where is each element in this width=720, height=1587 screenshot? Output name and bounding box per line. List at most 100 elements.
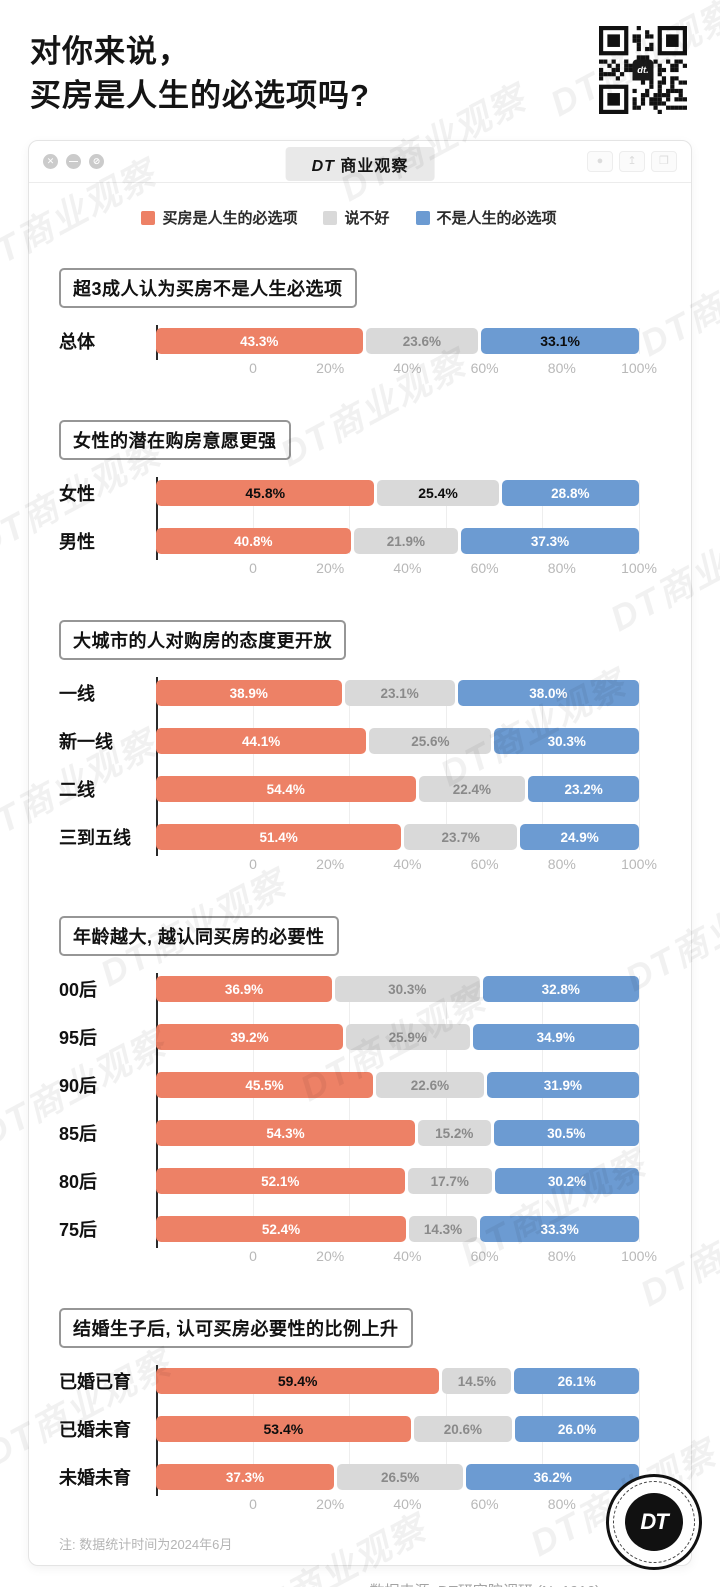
copy-icon[interactable]: ❐ xyxy=(651,151,677,173)
bar-segment: 25.9% xyxy=(345,1024,470,1051)
row-label: 三到五线 xyxy=(59,828,131,849)
page-header: 对你来说， 买房是人生的必选项吗? dt. xyxy=(0,0,720,118)
chart-row: 已婚已育 59.4% 14.5% 26.1% xyxy=(59,1368,639,1395)
bar-segment: 32.8% xyxy=(482,976,639,1003)
bar-segment: 40.8% xyxy=(156,528,351,555)
bar-chart-age: 00后 36.9% 30.3% 32.8% 95后 39.2% 25.9% 34.9% 90后 4… xyxy=(59,973,657,1268)
bar-chart-overall: 总体 43.3% 23.6% 33.1% 0 20% 40% 60% 80% 100% xyxy=(59,325,657,380)
axis-tick: 60% xyxy=(470,1496,499,1513)
bar-segment: 33.1% xyxy=(481,328,640,355)
legend-label: 说不好 xyxy=(344,210,390,228)
bar-value: 52.1% xyxy=(261,1173,300,1189)
chart-row: 90后 45.5% 22.6% 31.9% xyxy=(59,1072,639,1099)
window-title-text: 商业观察 xyxy=(340,158,409,176)
bar-value: 37.3% xyxy=(530,533,570,549)
close-icon[interactable]: ✕ xyxy=(43,154,58,170)
bar-value: 23.1% xyxy=(380,685,419,701)
bar-segment: 36.9% xyxy=(156,976,333,1003)
bar-segment: 59.4% xyxy=(156,1368,440,1395)
bar-value: 54.4% xyxy=(266,781,305,797)
legend-label: 不是人生的必选项 xyxy=(436,210,557,228)
section-header: 大城市的人对购房的态度更开放 xyxy=(59,620,346,661)
chart-row: 一线 38.9% 23.1% 38.0% xyxy=(59,680,639,707)
chart-row: 95后 39.2% 25.9% 34.9% xyxy=(59,1024,639,1051)
row-label: 女性 xyxy=(59,484,95,505)
bar-value: 21.9% xyxy=(386,533,425,549)
row-label: 新一线 xyxy=(59,732,113,753)
bar-value: 30.2% xyxy=(547,1173,587,1189)
bar-value: 23.6% xyxy=(402,333,441,349)
bar-value: 23.7% xyxy=(441,829,480,845)
bar-value: 30.3% xyxy=(388,981,427,997)
axis-tick: 80% xyxy=(547,1248,576,1265)
bar-segment: 34.9% xyxy=(472,1024,639,1051)
bar-segment: 15.2% xyxy=(418,1120,491,1147)
axis-tick: 100% xyxy=(621,560,657,577)
section-header: 女性的潜在购房意愿更强 xyxy=(59,420,291,461)
axis-tick: 0 xyxy=(249,856,257,873)
chart-rows: 总体 43.3% 23.6% 33.1% xyxy=(59,328,640,355)
bar-segment: 28.8% xyxy=(501,480,639,507)
section-header: 结婚生子后, 认可买房必要性的比例上升 xyxy=(59,1308,413,1349)
gridline xyxy=(639,680,640,851)
page-title-line1: 对你来说， xyxy=(30,34,190,69)
axis-tick: 100% xyxy=(621,1248,657,1265)
chart-legend: 买房是人生的必选项 说不好 不是人生的必选项 xyxy=(59,207,639,228)
record-icon[interactable]: ● xyxy=(587,151,613,173)
bar-value: 37.3% xyxy=(225,1469,265,1485)
bar-segment: 52.4% xyxy=(156,1216,406,1243)
legend-item: 不是人生的必选项 xyxy=(415,207,557,228)
minimize-icon[interactable]: — xyxy=(66,154,81,170)
bar-value: 14.5% xyxy=(457,1373,497,1389)
legend-label: 买房是人生的必选项 xyxy=(162,210,298,228)
row-label: 已婚已育 xyxy=(59,1372,131,1393)
bar-segment: 38.9% xyxy=(156,680,342,707)
bar-segment: 14.5% xyxy=(442,1368,512,1395)
chart-rows: 一线 38.9% 23.1% 38.0% 新一线 44.1% 25.6% 30.3% 二线 54.… xyxy=(59,680,639,851)
bar-segment: 44.1% xyxy=(156,728,367,755)
section-age: 年龄越大, 越认同买房的必要性 00后 36.9% 30.3% 32.8% 95后 39.… xyxy=(59,916,657,1268)
bar-segment: 23.7% xyxy=(404,824,518,851)
bar-value: 44.1% xyxy=(242,733,281,749)
x-axis: 020%40%60%80%100% xyxy=(156,1496,657,1516)
axis-tick: 80% xyxy=(547,1496,576,1513)
bar-segment: 43.3% xyxy=(156,328,363,355)
axis-tick: 20% xyxy=(316,560,345,577)
dt-logo-text: DT xyxy=(311,158,335,176)
x-axis-ticks: 020%40%60%80%100% xyxy=(249,1496,657,1516)
bar-value: 23.2% xyxy=(564,781,603,797)
bar-segment: 30.3% xyxy=(494,728,639,755)
bar-value: 30.3% xyxy=(547,733,586,749)
bar-value: 40.8% xyxy=(234,533,273,549)
row-label: 二线 xyxy=(59,780,95,801)
section-city-tier: 大城市的人对购房的态度更开放 一线 38.9% 23.1% 38.0% 新一线 44.1%… xyxy=(59,620,657,876)
bar-value: 17.7% xyxy=(430,1173,469,1189)
bar-segment: 33.3% xyxy=(480,1216,639,1243)
chart-rows: 女性 45.8% 25.4% 28.8% 男性 40.8% 21.9% 37.3% xyxy=(59,480,639,555)
chart-row: 新一线 44.1% 25.6% 30.3% xyxy=(59,728,639,755)
share-icon[interactable]: ↥ xyxy=(619,151,645,173)
legend-swatch-orange xyxy=(141,210,156,225)
axis-tick: 40% xyxy=(393,856,422,873)
chart-row: 二线 54.4% 22.4% 23.2% xyxy=(59,776,639,803)
bar-value: 51.4% xyxy=(259,829,298,845)
footnote: 注: 数据统计时间为2024年6月 xyxy=(59,1537,233,1553)
section-overall: 超3成人认为买房不是人生必选项 总体 43.3% 23.6% 33.1% 0 20% 40%… xyxy=(59,268,657,380)
section-header: 超3成人认为买房不是人生必选项 xyxy=(59,268,357,309)
axis-tick: 0 xyxy=(249,1496,257,1513)
block-icon[interactable]: ⊘ xyxy=(89,154,104,170)
axis-tick: 20% xyxy=(316,360,345,377)
chart-rows: 已婚已育 59.4% 14.5% 26.1% 已婚未育 53.4% 20.6% 26.0% 未婚… xyxy=(59,1368,639,1491)
axis-tick: 60% xyxy=(470,560,499,577)
axis-tick: 40% xyxy=(393,560,422,577)
axis-tick: 100% xyxy=(621,856,657,873)
gridline xyxy=(639,328,640,355)
row-label: 未婚未育 xyxy=(59,1468,131,1489)
bar-value: 43.3% xyxy=(240,333,279,349)
axis-tick: 40% xyxy=(393,1248,422,1265)
